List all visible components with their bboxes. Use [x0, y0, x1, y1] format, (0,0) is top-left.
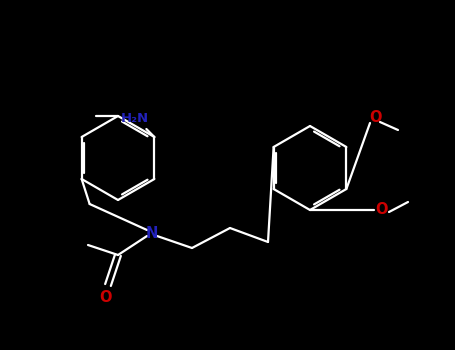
Text: O: O	[376, 203, 388, 217]
Text: N: N	[146, 225, 158, 240]
Text: O: O	[99, 289, 111, 304]
Text: O: O	[369, 111, 381, 126]
Text: H₂N: H₂N	[120, 112, 148, 126]
